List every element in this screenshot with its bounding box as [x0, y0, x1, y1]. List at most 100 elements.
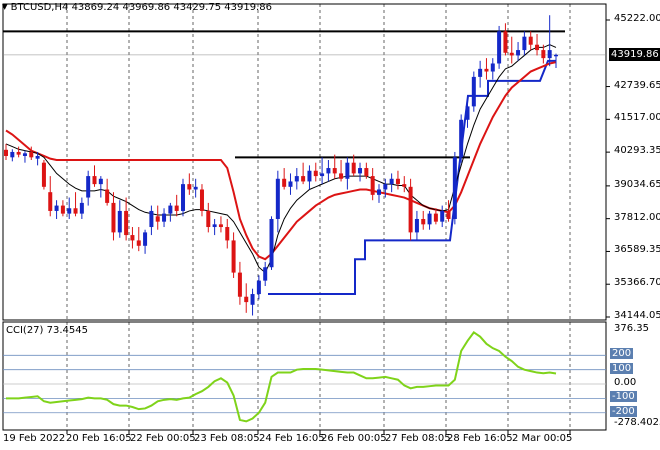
candle-body — [440, 210, 445, 222]
candle-body — [402, 184, 407, 187]
cci-title: CCI(27) 73.4545 — [6, 325, 88, 336]
candle-body — [503, 31, 508, 53]
symbol-label: BTCUSD,H4 — [10, 2, 69, 13]
time-tick-label: 26 Feb 00:05 — [321, 433, 387, 444]
candle-body — [79, 202, 84, 214]
support-line — [268, 59, 556, 296]
candle-body — [193, 186, 198, 190]
candle-body — [231, 240, 236, 273]
candle-body — [497, 31, 502, 64]
candle-body — [516, 50, 521, 56]
candle-body — [320, 173, 325, 177]
candle-body — [459, 119, 464, 158]
time-tick-label: 19 Feb 2022 — [3, 433, 66, 444]
candle-body — [433, 213, 438, 222]
candle-body — [174, 205, 179, 211]
candle-body — [326, 168, 331, 174]
candle-body — [307, 170, 312, 182]
cci-tick-label: 0.00 — [614, 377, 637, 389]
cci-line — [6, 330, 557, 423]
candle-body — [48, 192, 53, 211]
candle-body — [22, 153, 27, 156]
candle-body — [98, 178, 103, 185]
candle-body — [162, 213, 167, 222]
cci-tick-label: 200 — [610, 348, 634, 360]
candle-body — [383, 184, 388, 190]
candle-body — [364, 168, 369, 177]
candle-body — [29, 151, 34, 158]
candle-body — [376, 189, 381, 195]
candle-body — [294, 176, 299, 182]
fast-ma-line — [5, 44, 557, 274]
candle-body — [256, 280, 261, 295]
candle-body — [452, 157, 457, 219]
candle-body — [155, 216, 160, 222]
candle-body — [478, 68, 483, 77]
chart-header: ▼ BTCUSD,H4 43869.24 43969.86 43429.75 4… — [2, 2, 272, 13]
candle-body — [509, 52, 514, 56]
candle-body — [212, 224, 217, 228]
ohlc-values: 43869.24 43969.86 43429.75 43919.86 — [71, 2, 272, 13]
price-tick-label: 36589.35 — [614, 244, 660, 256]
candle-body — [168, 205, 173, 214]
candle-body — [181, 184, 186, 211]
candle-body — [351, 162, 356, 174]
candle-body — [111, 202, 116, 233]
price-tick-label: 40293.35 — [614, 145, 660, 157]
candle-body — [4, 149, 8, 156]
candle-body — [117, 210, 122, 233]
cci-tick-label: 100 — [610, 362, 634, 374]
price-tick-label: 35366.70 — [614, 277, 660, 289]
time-tick-label: 20 Feb 16:05 — [66, 433, 132, 444]
candle-body — [547, 50, 552, 59]
cci-tick-label: 376.35 — [614, 323, 649, 334]
candle-body — [484, 68, 489, 72]
time-tick-label: 23 Feb 08:05 — [194, 433, 260, 444]
candle-body — [408, 186, 413, 233]
candle-body — [395, 178, 400, 185]
cci-tick-label: -200 — [610, 405, 637, 417]
cci-panel-frame — [2, 321, 607, 431]
candle-body — [427, 213, 432, 225]
candle-body — [143, 232, 148, 246]
time-tick-label: 27 Feb 08:05 — [385, 433, 451, 444]
current-price-label: 43919.86 — [609, 47, 660, 61]
price-tick-label: 34144.05 — [614, 310, 660, 321]
candle-body — [528, 36, 533, 45]
candle-body — [244, 296, 249, 303]
candle-body — [465, 106, 470, 120]
candle-body — [199, 189, 204, 211]
candle-body — [130, 235, 135, 241]
time-tick-label: 24 Feb 16:05 — [259, 433, 325, 444]
candle-body — [414, 218, 419, 233]
slow-ma-line — [5, 61, 557, 261]
candle-body — [332, 168, 337, 174]
candle-body — [358, 168, 363, 174]
time-tick-label: 2 Mar 00:05 — [512, 433, 573, 444]
candle-body — [41, 162, 46, 187]
candle-body — [149, 210, 154, 228]
candle-body — [541, 50, 546, 59]
candle-body — [313, 170, 318, 177]
triangle-down-icon[interactable]: ▼ — [2, 3, 8, 11]
candle-body — [421, 218, 426, 225]
candle-body — [288, 181, 293, 187]
cci-tick-label: -100 — [610, 391, 637, 403]
candle-body — [522, 36, 527, 51]
candle-body — [225, 227, 230, 241]
candle-body — [86, 176, 91, 198]
candle-body — [60, 205, 65, 214]
price-tick-label: 45222.00 — [614, 13, 660, 24]
candle-body — [269, 218, 274, 268]
candle-body — [92, 176, 97, 185]
candle-body — [370, 176, 375, 195]
candle-body — [105, 189, 110, 203]
price-tick-label: 41517.00 — [614, 112, 660, 124]
price-tick-label: 42739.65 — [614, 79, 660, 91]
candle-body — [237, 272, 242, 297]
candle-body — [124, 210, 129, 236]
cci-tick-label: -278.4023 — [614, 417, 660, 428]
candle-body — [206, 210, 211, 228]
time-tick-label: 28 Feb 16:05 — [447, 433, 513, 444]
